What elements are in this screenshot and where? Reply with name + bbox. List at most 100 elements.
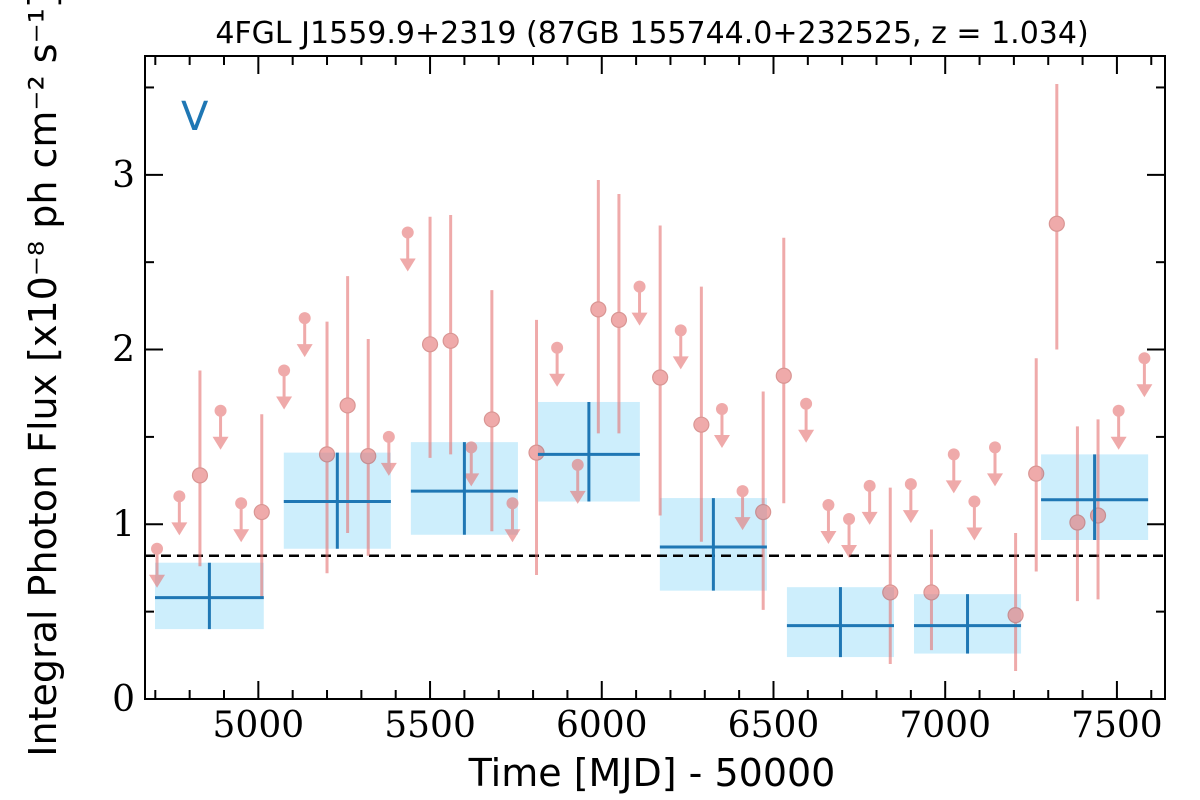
detection-marker	[360, 339, 377, 556]
detection-marker	[755, 391, 772, 610]
upper-limit-marker	[966, 495, 983, 541]
detection-point	[421, 336, 439, 353]
detection-point	[360, 448, 377, 465]
upper-limit-arrow	[296, 344, 313, 358]
upper-limit-point	[968, 495, 981, 508]
upper-limit-point	[822, 499, 835, 512]
upper-limit-point	[235, 497, 248, 510]
upper-limit-arrow	[233, 529, 250, 543]
upper-limit-arrow	[713, 434, 730, 448]
upper-limit-point	[800, 397, 813, 410]
detection-point	[191, 467, 209, 484]
detection-marker	[421, 216, 439, 458]
upper-limit-arrow	[1136, 384, 1153, 398]
detection-marker	[1028, 358, 1045, 572]
upper-limit-arrow	[1110, 436, 1127, 450]
upper-limit-point	[214, 404, 227, 417]
upper-limit-point	[989, 441, 1001, 454]
detection-marker	[923, 529, 940, 651]
detection-layer	[191, 83, 1107, 672]
detection-point	[755, 503, 772, 521]
plot-frame	[144, 55, 1166, 700]
upper-limit-point	[298, 312, 311, 325]
upper-limit-arrow	[798, 429, 815, 443]
detection-point	[775, 367, 792, 384]
y-tick-label: 0	[112, 679, 135, 720]
detection-point	[483, 411, 500, 428]
detection-marker	[882, 487, 899, 665]
upper-limit-arrow	[212, 436, 229, 450]
upper-limit-arrow	[820, 531, 837, 545]
upper-limit-arrow	[966, 527, 983, 541]
upper-limit-marker	[798, 397, 815, 443]
detection-point	[652, 369, 669, 386]
detection-point	[1069, 514, 1086, 531]
detection-point	[1028, 465, 1045, 482]
detection-marker	[253, 414, 270, 598]
upper-limit-marker	[945, 448, 962, 494]
upper-limit-point	[506, 497, 519, 510]
upper-limit-point	[382, 430, 395, 443]
upper-limit-point	[1112, 404, 1125, 417]
upper-limit-point	[863, 479, 876, 492]
upper-limit-marker	[1136, 352, 1153, 398]
upper-limit-point	[633, 280, 646, 293]
x-tick-label: 6000	[556, 705, 648, 746]
detection-point	[253, 503, 270, 521]
upper-limit-arrow	[987, 473, 1003, 487]
upper-limit-marker	[149, 542, 166, 588]
detection-marker	[1007, 533, 1024, 672]
detection-marker	[191, 370, 209, 567]
upper-limit-marker	[504, 497, 521, 543]
upper-limit-point	[465, 441, 478, 454]
detection-marker	[775, 237, 792, 504]
upper-limit-marker	[549, 341, 566, 387]
upper-limit-arrow	[463, 473, 480, 487]
upper-limit-arrow	[902, 510, 919, 524]
upper-limit-marker	[713, 402, 730, 448]
detection-point	[882, 584, 899, 601]
upper-limit-point	[1138, 352, 1151, 365]
upper-limit-point	[401, 226, 414, 239]
detection-marker	[590, 180, 607, 434]
upper-limit-marker	[399, 226, 416, 272]
detection-point	[1089, 507, 1107, 524]
x-tick-label: 7000	[899, 705, 991, 746]
upper-limit-point	[947, 448, 960, 461]
upper-limit-point	[551, 341, 564, 354]
block-bands	[155, 401, 1149, 658]
detection-point	[528, 444, 545, 461]
chart-title: 4FGL J1559.9+2319 (87GB 155744.0+232525,…	[215, 16, 1088, 51]
detection-marker	[528, 319, 545, 575]
x-tick-label: 7500	[1071, 705, 1163, 746]
upper-limit-arrow	[171, 522, 188, 536]
detection-marker	[652, 225, 669, 516]
upper-limit-point	[736, 485, 749, 498]
upper-limit-marker	[820, 499, 837, 545]
text-layer: 4FGL J1559.9+2319 (87GB 155744.0+232525,…	[21, 0, 1089, 795]
upper-limit-arrow	[380, 462, 397, 476]
x-axis-label: Time [MJD] - 50000	[468, 751, 836, 795]
upper-limit-marker	[841, 513, 858, 559]
upper-limit-marker	[233, 497, 250, 543]
upper-limit-marker	[672, 324, 689, 370]
upper-limit-marker	[987, 441, 1003, 487]
upper-limit-point	[278, 364, 291, 377]
detection-point	[1048, 215, 1065, 232]
upper-limit-marker	[1110, 404, 1127, 450]
y-axis-label: Integral Photon Flux [x10⁻⁸ ph cm⁻² s⁻¹]	[21, 0, 65, 757]
detection-marker	[442, 215, 459, 455]
upper-limit-arrow	[399, 258, 416, 272]
upper-limit-layer	[149, 226, 1153, 588]
axes-frame	[144, 55, 1166, 700]
upper-limit-arrow	[841, 545, 858, 559]
variability-annotation: V	[181, 94, 209, 140]
detection-marker	[1048, 83, 1065, 350]
y-tick-label: 3	[112, 155, 135, 196]
upper-limit-point	[715, 402, 728, 415]
upper-limit-arrow	[569, 490, 586, 504]
upper-limit-marker	[734, 485, 751, 531]
upper-limit-arrow	[672, 356, 689, 370]
upper-limit-marker	[902, 478, 919, 524]
